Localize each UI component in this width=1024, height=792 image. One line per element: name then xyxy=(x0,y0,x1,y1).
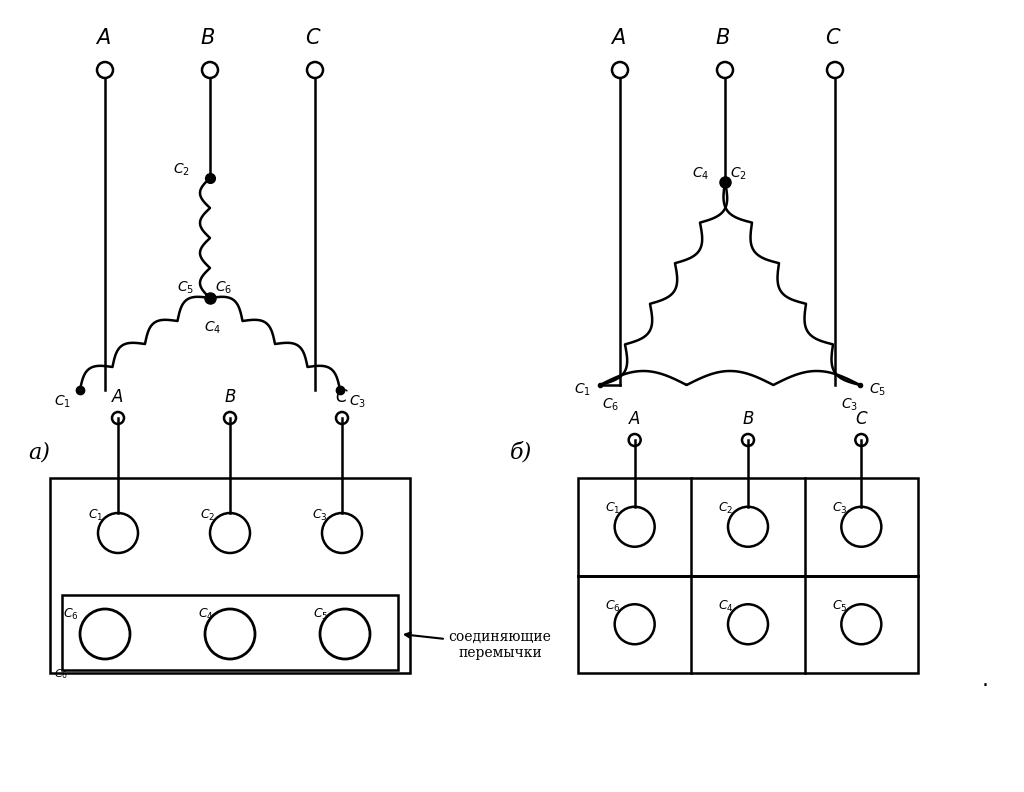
Text: $B$: $B$ xyxy=(224,390,237,406)
Text: $C_3$: $C_3$ xyxy=(349,394,367,410)
Text: $C_5$: $C_5$ xyxy=(313,607,329,622)
Text: $C_6$: $C_6$ xyxy=(215,280,232,296)
Text: $C$: $C$ xyxy=(305,28,322,48)
Text: $B$: $B$ xyxy=(716,28,730,48)
Text: .: . xyxy=(981,670,988,690)
Text: соединяющие
перемычки: соединяющие перемычки xyxy=(406,630,552,660)
Text: $C$: $C$ xyxy=(855,412,868,428)
Text: $C_1$: $C_1$ xyxy=(88,508,103,523)
Text: $C_3$: $C_3$ xyxy=(831,501,847,516)
Text: $C_3$: $C_3$ xyxy=(312,508,328,523)
Text: $C_6$: $C_6$ xyxy=(54,667,69,681)
Text: $C_5$: $C_5$ xyxy=(177,280,194,296)
Text: $C$: $C$ xyxy=(335,390,349,406)
Text: $C_1$: $C_1$ xyxy=(605,501,621,516)
Text: $A$: $A$ xyxy=(628,412,641,428)
Text: $C_4$: $C_4$ xyxy=(198,607,214,622)
Text: $C_2$: $C_2$ xyxy=(730,166,746,182)
Text: б): б) xyxy=(510,441,532,463)
Text: $C_2$: $C_2$ xyxy=(173,162,190,178)
Bar xyxy=(62,595,398,670)
Text: $B$: $B$ xyxy=(201,28,215,48)
Text: $B$: $B$ xyxy=(741,412,755,428)
Text: $A$: $A$ xyxy=(95,28,111,48)
Text: $C_6$: $C_6$ xyxy=(605,599,621,614)
Text: $C_2$: $C_2$ xyxy=(201,508,216,523)
Text: $C_3$: $C_3$ xyxy=(841,397,858,413)
Text: $C_2$: $C_2$ xyxy=(718,501,733,516)
Text: $C_4$: $C_4$ xyxy=(205,320,221,336)
Bar xyxy=(50,478,410,673)
Text: а): а) xyxy=(28,441,50,463)
Text: $A$: $A$ xyxy=(112,390,125,406)
Text: $C_1$: $C_1$ xyxy=(53,394,71,410)
Text: $C_5$: $C_5$ xyxy=(869,382,887,398)
Text: $C_6$: $C_6$ xyxy=(63,607,79,622)
Text: $C_4$: $C_4$ xyxy=(692,166,709,182)
Text: $C_4$: $C_4$ xyxy=(718,599,734,614)
Bar xyxy=(578,478,918,673)
Text: $C_1$: $C_1$ xyxy=(573,382,591,398)
Text: $A$: $A$ xyxy=(610,28,626,48)
Text: $C_5$: $C_5$ xyxy=(831,599,847,614)
Text: $C$: $C$ xyxy=(824,28,842,48)
Text: $C_6$: $C_6$ xyxy=(602,397,620,413)
